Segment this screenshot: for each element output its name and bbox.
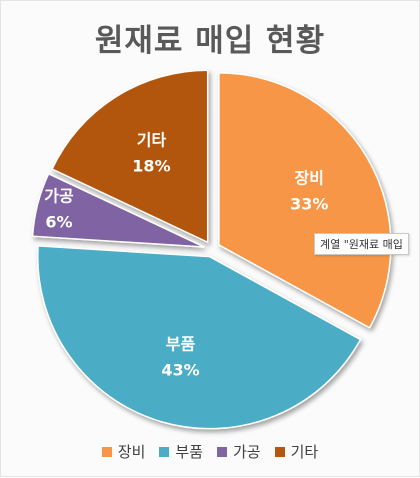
pie-slice-4[interactable] [51, 69, 209, 244]
legend-swatch-4 [274, 446, 285, 457]
legend-label-3: 가공 [233, 443, 261, 461]
legend-swatch-2 [159, 446, 170, 457]
pie-slice-2[interactable] [37, 245, 362, 430]
legend-item-1[interactable]: 장비 [101, 441, 146, 462]
slice-percent-1: 33% [290, 194, 328, 213]
legend-swatch-3 [217, 446, 227, 457]
slice-label-1: 장비 [295, 168, 324, 187]
chart-legend: 장비 부품 가공 기타 [1, 441, 419, 462]
legend-swatch-1 [101, 446, 112, 457]
pie-slice-1[interactable] [218, 72, 392, 329]
legend-item-2[interactable]: 부품 [159, 441, 203, 462]
legend-label-4: 기타 [290, 443, 319, 461]
slice-percent-4: 18% [132, 157, 170, 176]
slice-percent-2: 43% [161, 361, 199, 380]
legend-label-2: 부품 [175, 443, 203, 461]
pie-slice-3[interactable] [31, 172, 205, 248]
legend-item-4[interactable]: 기타 [274, 441, 319, 462]
legend-item-3[interactable]: 가공 [217, 441, 261, 462]
legend-label-1: 장비 [117, 443, 146, 461]
slice-percent-3: 6% [45, 213, 72, 232]
series-tooltip: 계열 "원재료 매입 [314, 233, 409, 255]
slice-label-2: 부품 [166, 335, 196, 354]
chart-title: 원재료 매입 현황 [94, 23, 326, 59]
slice-label-4: 기타 [137, 131, 167, 150]
slice-label-3: 가공 [44, 187, 74, 206]
